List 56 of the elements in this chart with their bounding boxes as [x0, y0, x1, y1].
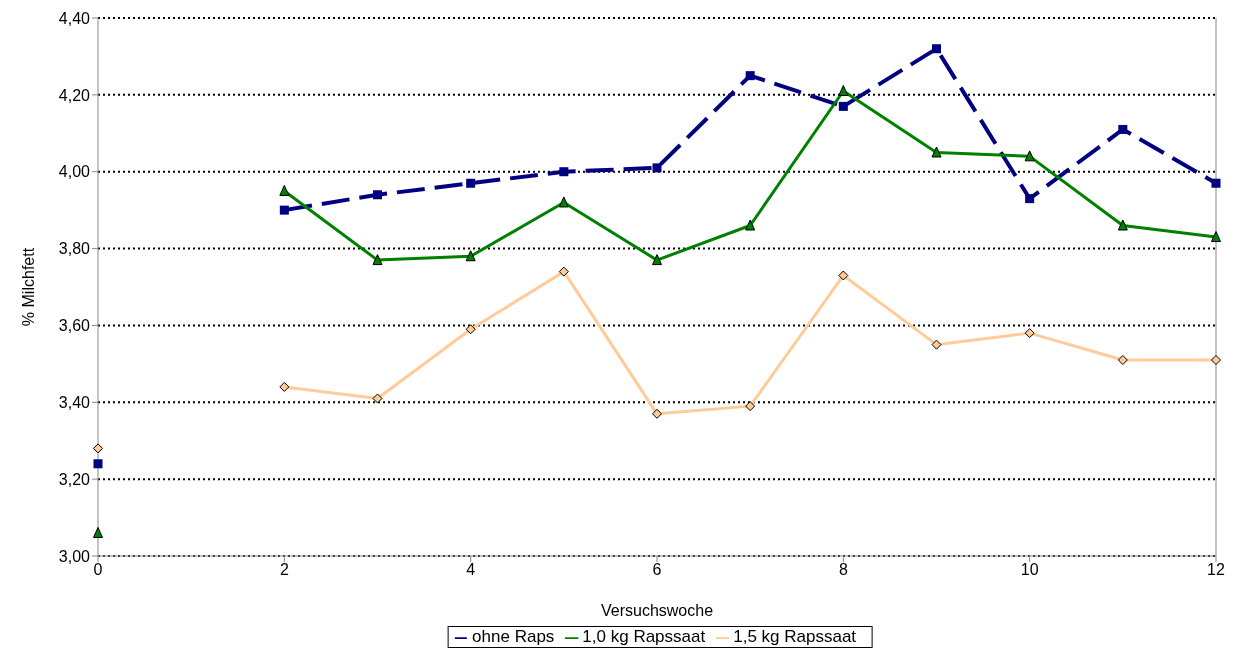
x-tick-label: 6 — [652, 561, 662, 579]
y-tick-label: 4,20 — [58, 86, 91, 104]
point — [1117, 219, 1128, 231]
y-tick-label: 3,00 — [58, 547, 91, 565]
y-tick-label: 3,80 — [58, 240, 91, 258]
x-tick-label: 12 — [1207, 561, 1225, 579]
point — [279, 205, 289, 215]
point — [93, 459, 103, 469]
point — [465, 324, 476, 335]
point — [279, 184, 290, 196]
x-tick-label: 8 — [838, 561, 848, 579]
point — [652, 163, 662, 173]
point — [1117, 355, 1128, 366]
point — [1211, 231, 1221, 243]
y-tick-label: 3,20 — [58, 470, 91, 488]
y-tick-label: 4,40 — [58, 9, 91, 27]
point — [745, 219, 756, 231]
x-tick-label: 4 — [466, 561, 476, 579]
point — [745, 401, 756, 412]
point — [652, 254, 662, 266]
point — [745, 71, 755, 81]
x-tick-label: 10 — [1020, 561, 1039, 579]
point — [466, 178, 476, 188]
point — [373, 190, 382, 200]
point — [652, 408, 662, 419]
point — [465, 250, 476, 262]
legend-label: 1,5 kg Rapssaat — [733, 627, 857, 646]
point — [279, 381, 290, 392]
point — [931, 339, 942, 350]
x-axis-title: Versuchswoche — [600, 602, 714, 619]
point — [558, 196, 569, 208]
point — [1211, 355, 1221, 366]
point — [558, 266, 569, 277]
point — [1024, 328, 1035, 339]
point — [838, 85, 849, 97]
y-tick-label: 4,00 — [58, 163, 91, 181]
point — [1211, 178, 1221, 188]
legend-label: ohne Raps — [472, 627, 555, 646]
point — [1025, 194, 1035, 204]
point — [559, 167, 569, 177]
point — [838, 270, 849, 281]
y-tick-label: 3,40 — [58, 393, 91, 411]
point — [931, 146, 942, 158]
x-tick-label: 2 — [279, 561, 289, 579]
point — [93, 443, 103, 454]
point — [838, 101, 848, 111]
y-tick-label: 3,60 — [58, 317, 91, 335]
y-axis-title: % Milchfett — [19, 247, 37, 327]
point — [372, 254, 383, 266]
point — [932, 44, 941, 54]
point — [93, 526, 103, 538]
point — [372, 393, 383, 404]
point — [1118, 124, 1128, 134]
point — [1024, 150, 1035, 162]
x-tick-label: 0 — [93, 561, 103, 579]
legend-label: 1,0 kg Rapssaat — [582, 627, 706, 646]
